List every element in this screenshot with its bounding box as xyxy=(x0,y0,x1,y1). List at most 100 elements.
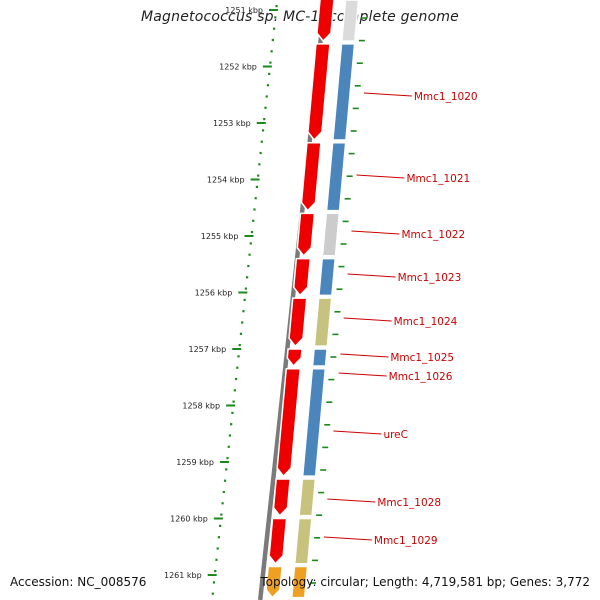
cds-arrow[interactable] xyxy=(286,348,303,368)
scale-dot xyxy=(268,72,271,75)
scale-dot xyxy=(234,377,238,381)
scale-tick-label: 1258 kbp xyxy=(182,402,220,411)
scale-dot xyxy=(214,570,217,573)
scale-dot xyxy=(241,321,244,324)
gene-label[interactable]: Mmc1_1022 xyxy=(401,229,465,241)
scale-tick-label: 1252 kbp xyxy=(219,63,257,72)
topology-label: Topology: circular; Length: 4,719,581 bp… xyxy=(260,575,590,589)
accession-label: Accession: NC_008576 xyxy=(10,575,147,589)
cog-segment[interactable] xyxy=(321,212,341,257)
scale-track: 1251 kbp 1252 kbp 1253 kbp 1254 kbp 1255 kbp… xyxy=(164,5,278,595)
scale-tick-label: 1255 kbp xyxy=(201,232,239,241)
cds-arrow[interactable] xyxy=(265,565,283,599)
scale-dot xyxy=(250,231,254,234)
gene-label[interactable]: Mmc1_1021 xyxy=(406,173,470,185)
gene-leader-line xyxy=(351,230,400,235)
scale-dot xyxy=(225,468,228,471)
gene-leader-line xyxy=(327,498,376,503)
scale-dot xyxy=(232,400,235,403)
scale-dot xyxy=(260,140,263,143)
scale-tick-label: 1253 kbp xyxy=(213,119,251,128)
cds-track xyxy=(265,0,335,599)
cog-segment[interactable] xyxy=(325,142,347,212)
scale-dot xyxy=(261,129,265,132)
scale-tick-label: 1257 kbp xyxy=(189,345,227,354)
scale-dot xyxy=(222,490,225,494)
scale-dot xyxy=(223,479,227,482)
scale-dot xyxy=(238,344,241,347)
scale-dot xyxy=(226,457,229,460)
scale-dot xyxy=(253,208,256,211)
gene-labels: Mmc1_1020 Mmc1_1021 Mmc1_1022 Mmc1_1023 Mmc1… xyxy=(323,91,478,547)
scale-dot xyxy=(257,174,260,177)
scale-dot xyxy=(239,332,243,335)
gene-label[interactable]: Mmc1_1020 xyxy=(414,91,478,103)
gene-label[interactable]: ureC xyxy=(383,429,408,441)
scale-dot xyxy=(248,253,251,256)
scale-dot xyxy=(264,106,267,109)
scale-dot xyxy=(247,264,250,268)
gene-leader-line xyxy=(363,92,412,97)
scale-dot xyxy=(233,389,236,392)
gene-leader-line xyxy=(356,174,405,179)
scale-dot xyxy=(243,298,246,301)
cds-arrow[interactable] xyxy=(268,517,288,565)
cog-segment[interactable] xyxy=(311,348,328,367)
cog-segment[interactable] xyxy=(318,257,337,297)
gene-leader-line xyxy=(323,536,372,541)
scale-dot xyxy=(271,38,274,42)
cds-arrow[interactable] xyxy=(272,478,291,517)
scale-tick-label: 1259 kbp xyxy=(176,458,214,467)
gene-leader-line xyxy=(338,372,387,377)
cog-segment[interactable] xyxy=(293,517,313,565)
scale-dot xyxy=(274,16,277,19)
scale-dot xyxy=(270,50,273,53)
gene-label[interactable]: Mmc1_1023 xyxy=(398,272,462,284)
cds-arrow[interactable] xyxy=(296,212,316,257)
scale-dot xyxy=(263,118,266,121)
gene-label[interactable]: Mmc1_1025 xyxy=(390,352,454,364)
scale-dot xyxy=(269,61,272,64)
scale-dot xyxy=(237,355,240,358)
scale-dot xyxy=(244,287,247,290)
scale-dot xyxy=(246,276,249,279)
scale-dot xyxy=(275,5,278,8)
scale-tick-label: 1251 kbp xyxy=(225,6,263,15)
cog-segment[interactable] xyxy=(298,478,317,517)
gene-label[interactable]: Mmc1_1026 xyxy=(389,371,453,383)
cds-arrow[interactable] xyxy=(307,43,331,142)
scale-dot xyxy=(231,411,234,414)
cds-arrow[interactable] xyxy=(292,257,312,297)
scale-tick-label: 1256 kbp xyxy=(195,289,233,298)
scale-dot xyxy=(236,366,239,369)
gene-leader-line xyxy=(340,353,389,358)
scale-dot xyxy=(219,524,222,527)
cds-arrow[interactable] xyxy=(288,297,308,348)
scale-dot xyxy=(266,84,270,87)
scale-dot xyxy=(215,558,218,561)
gene-label[interactable]: Mmc1_1028 xyxy=(377,497,441,509)
scale-dot xyxy=(211,592,214,595)
gene-leader-line xyxy=(333,430,382,435)
cog-segment[interactable] xyxy=(313,297,333,347)
scale-dot xyxy=(265,95,268,98)
cog-segment[interactable] xyxy=(290,565,309,599)
scale-dot xyxy=(272,27,276,30)
cog-segment[interactable] xyxy=(301,368,327,477)
scale-dot xyxy=(212,581,216,584)
cds-arrow[interactable] xyxy=(276,368,302,478)
scale-dot xyxy=(242,310,245,313)
scale-dot xyxy=(230,423,233,426)
cog-segment[interactable] xyxy=(340,0,360,42)
cog-track xyxy=(290,0,367,599)
gene-label[interactable]: Mmc1_1024 xyxy=(394,316,458,328)
cog-segment[interactable] xyxy=(332,43,356,141)
scale-dot xyxy=(252,219,255,222)
gene-label[interactable]: Mmc1_1029 xyxy=(374,535,438,547)
scale-tick-label: 1254 kbp xyxy=(207,176,245,185)
map-title: Magnetococcus sp. MC-1, complete genome xyxy=(141,9,459,25)
scale-dot xyxy=(220,513,223,516)
cds-arrow[interactable] xyxy=(316,0,335,43)
cds-arrow[interactable] xyxy=(300,142,322,212)
